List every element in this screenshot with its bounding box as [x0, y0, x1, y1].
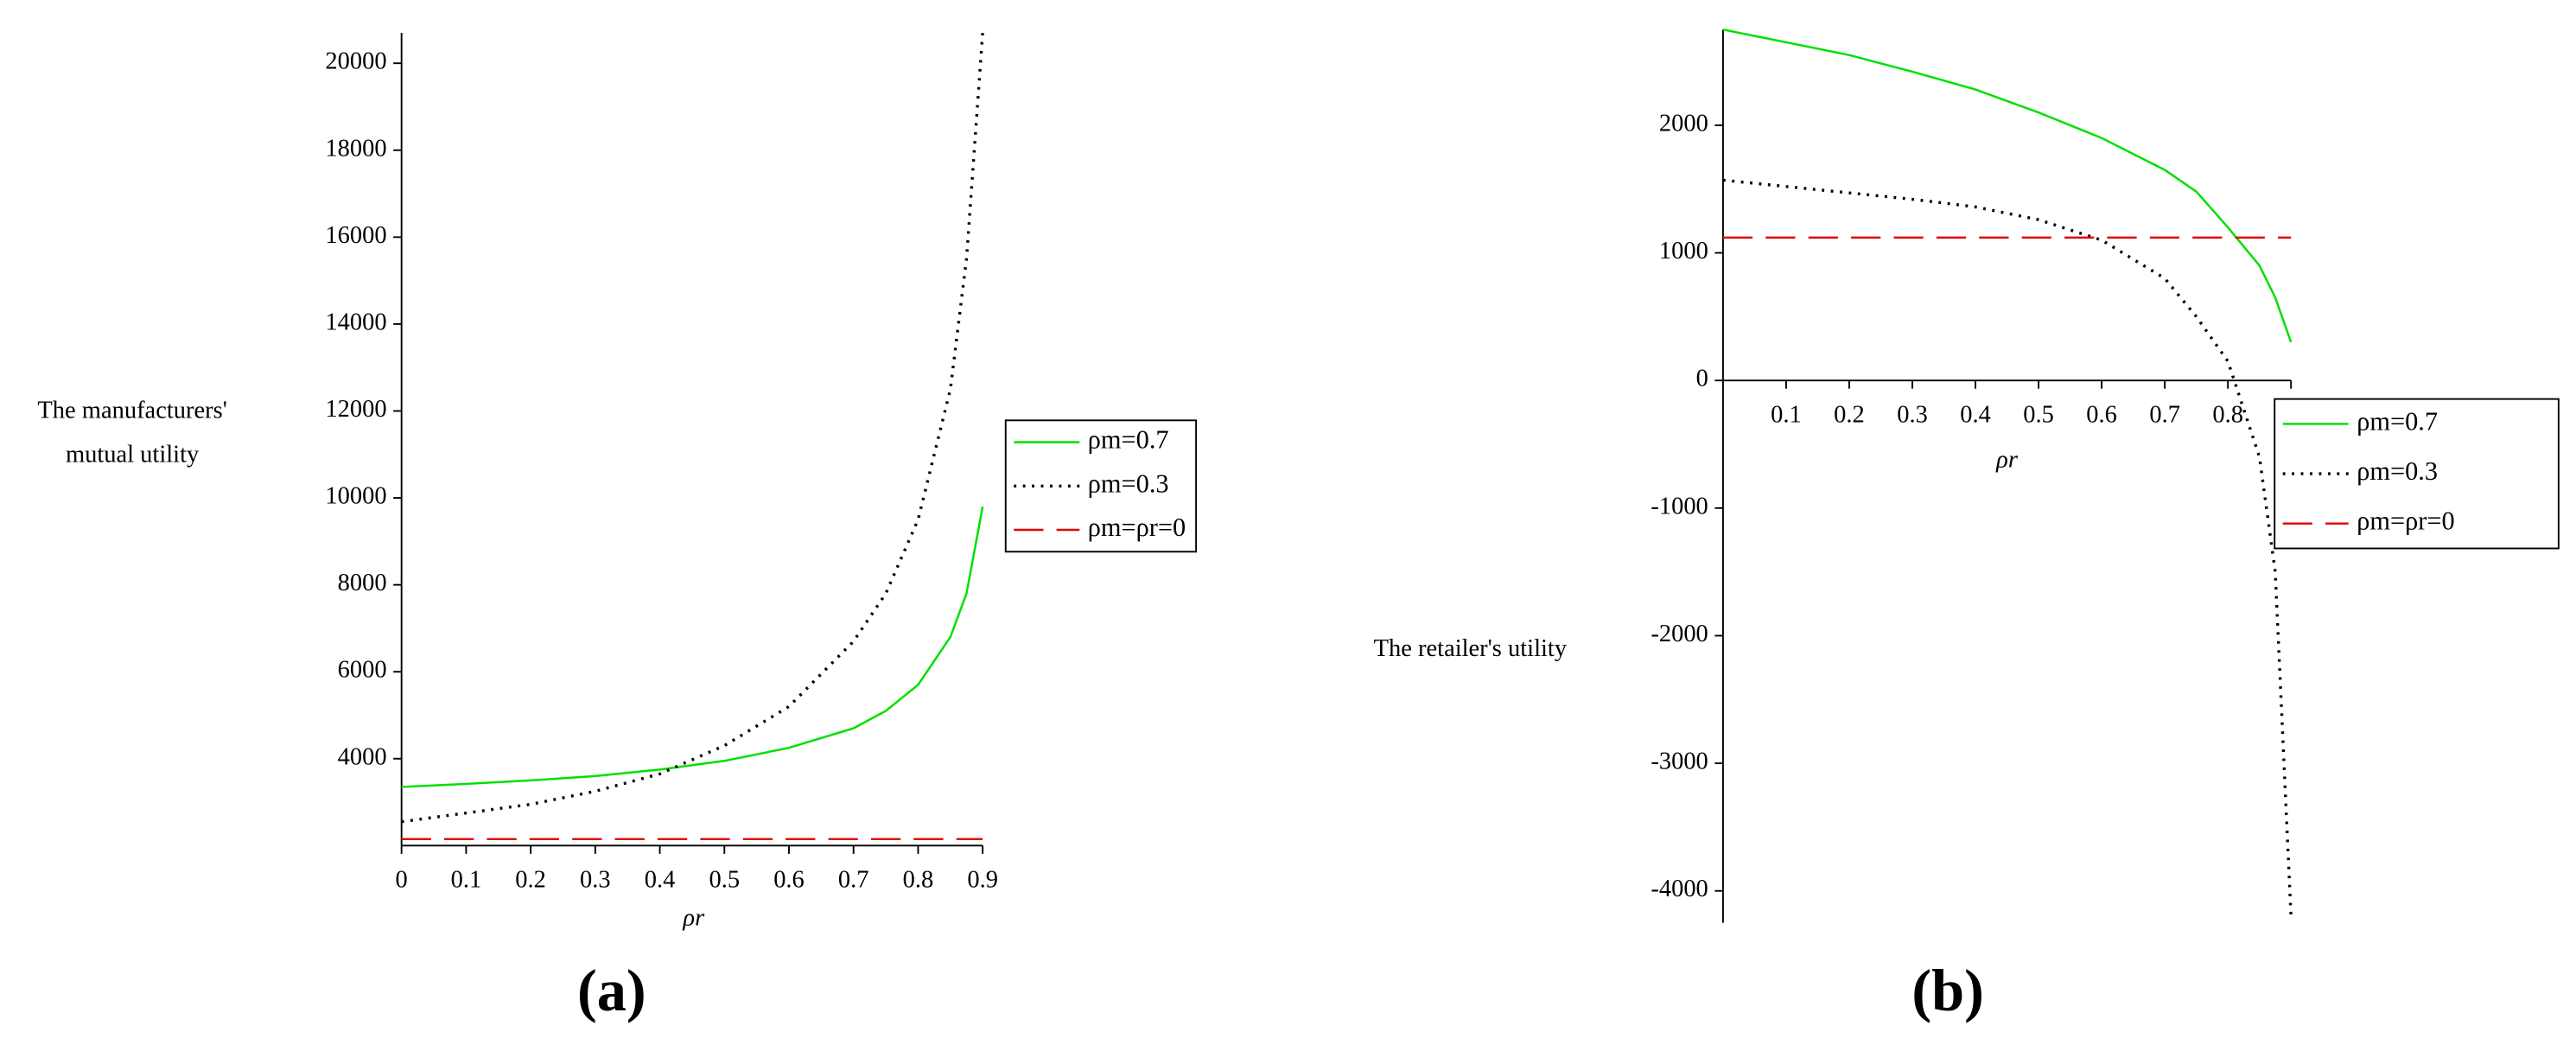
y-tick-label: 0	[1696, 366, 1708, 392]
x-tick-label: 0.2	[515, 867, 546, 894]
series-line	[1722, 28, 2293, 343]
x-tick-label: 0.5	[709, 867, 740, 894]
legend-label: ρm=0.3	[2357, 456, 2438, 486]
legend-label: ρm=0.7	[2357, 406, 2438, 436]
y-tick-label: 18000	[325, 135, 386, 162]
x-tick-label: 0	[396, 867, 408, 894]
y-tick-label: 6000	[338, 657, 387, 684]
legend-label: ρm=ρr=0	[1088, 513, 1186, 542]
y-axis-label: The manufacturers'	[37, 397, 226, 424]
x-tick-label: 0.1	[1771, 402, 1802, 429]
y-tick-label: -3000	[1651, 749, 1708, 775]
y-tick-label: 1000	[1659, 238, 1708, 264]
series-line	[1722, 178, 2293, 917]
x-tick-label: 0.8	[2212, 402, 2243, 429]
y-tick-label: 2000	[1659, 110, 1708, 137]
x-tick-label: 0.4	[1960, 402, 1991, 429]
panel-label: (b)	[1911, 958, 1984, 1023]
x-tick-label: 0.5	[2023, 402, 2054, 429]
legend-label: ρm=0.7	[1088, 425, 1169, 455]
y-tick-label: 8000	[338, 570, 387, 596]
x-tick-label: 0.7	[838, 867, 869, 894]
x-tick-label: 0.9	[967, 867, 998, 894]
y-tick-label: 12000	[325, 396, 386, 423]
y-axis-label: The retailer's utility	[1374, 635, 1568, 662]
x-tick-label: 0.3	[1897, 402, 1928, 429]
x-tick-label: 0.2	[1834, 402, 1865, 429]
y-tick-label: 14000	[325, 309, 386, 335]
y-tick-label: 4000	[338, 743, 387, 770]
y-tick-label: 16000	[325, 222, 386, 249]
series-line	[401, 506, 984, 788]
x-tick-label: 0.6	[2086, 402, 2117, 429]
x-tick-label: 0.6	[773, 867, 805, 894]
x-tick-label: 0.8	[903, 867, 934, 894]
legend-label: ρm=ρr=0	[2357, 507, 2455, 536]
x-tick-label: 0.3	[580, 867, 611, 894]
y-tick-label: 20000	[325, 48, 386, 75]
y-tick-label: 10000	[325, 483, 386, 510]
y-tick-label: -1000	[1651, 493, 1708, 519]
x-tick-label: 0.7	[2149, 402, 2180, 429]
x-tick-label: 0.4	[645, 867, 676, 894]
y-axis-label: mutual utility	[66, 442, 200, 468]
x-tick-label: 0.1	[451, 867, 482, 894]
panel-label: (a)	[577, 958, 646, 1023]
x-axis-label: ρr	[682, 904, 705, 931]
legend-label: ρm=0.3	[1088, 468, 1169, 498]
y-tick-label: -4000	[1651, 876, 1708, 902]
x-axis-label: ρr	[1995, 446, 2019, 473]
y-tick-label: -2000	[1651, 621, 1708, 647]
